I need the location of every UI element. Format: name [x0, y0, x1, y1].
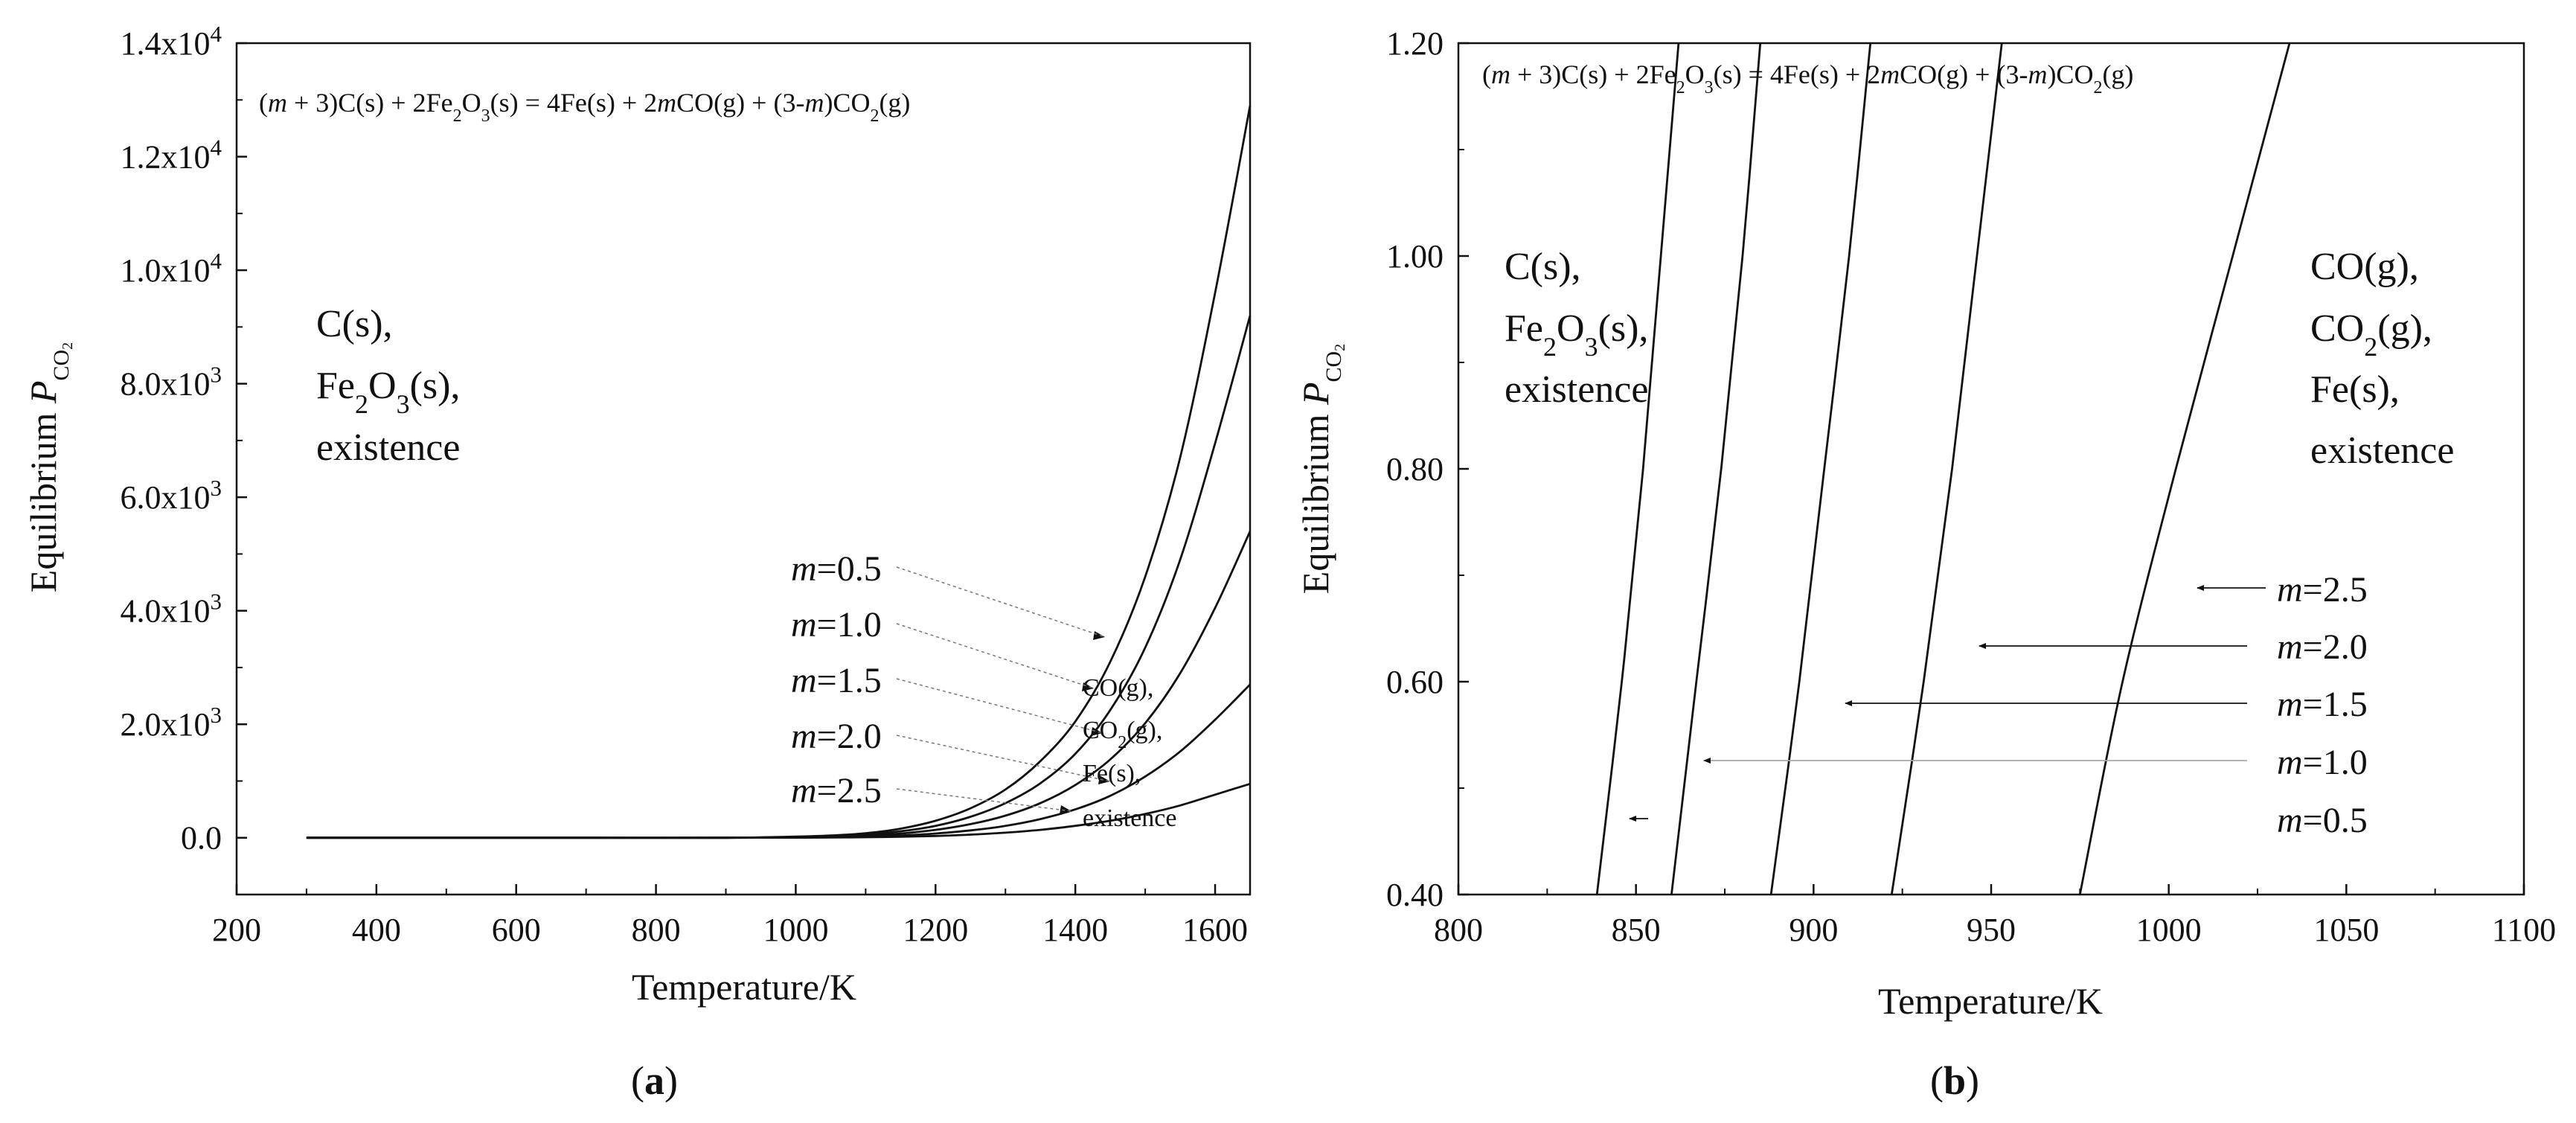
panel-b-y-label: Equilibrium PCO2: [1295, 344, 1348, 594]
panel-b-y-ticks: 0.40 0.60 0.80 1.00 1.20: [1386, 25, 1469, 913]
panel-a-y-tick-label: 0.0: [181, 820, 222, 857]
panel-b-x-label: Temperature/K: [1878, 980, 2103, 1022]
panel-b-caption: (b): [1930, 1058, 1979, 1103]
panel-a-x-tick-label: 800: [632, 912, 681, 948]
panel-b-x-tick-label: 800: [1434, 912, 1483, 948]
panel-a-y-tick-label: 2.0x103: [121, 702, 222, 743]
panel-b-curve-m-1-0: [1670, 42, 1762, 895]
panel-b-series-label: m=2.5: [2277, 570, 2368, 610]
panel-a-series-label: m=1.0: [791, 605, 882, 644]
panel-b-x-tick-label: 850: [1612, 912, 1661, 948]
panel-a-y-label: Equilibrium PCO2: [22, 342, 76, 592]
panel-b-y-tick-label: 1.20: [1386, 25, 1444, 62]
panel-b-region-right-3: Fe(s),: [2310, 368, 2400, 411]
panel-a-arrowhead: [1082, 682, 1094, 691]
panel-b-series-label: m=0.5: [2277, 801, 2368, 840]
panel-b-y-tick-label: 0.40: [1386, 877, 1444, 913]
panel-a-y-tick-label: 4.0x103: [121, 588, 222, 630]
panel-a-arrowhead: [1060, 805, 1071, 814]
panel-b-x-tick-label: 950: [1967, 912, 2016, 948]
panel-b-curve-m-1-5: [1769, 42, 1872, 895]
panel-b-leader-arrows: [1629, 585, 2266, 822]
panel-a-x-ticks: 200 400 600 800 1000 1200 1400 1600: [212, 884, 1248, 948]
panel-a-y-tick-label: 8.0x103: [121, 361, 222, 403]
panel-b-curves: [1595, 42, 2291, 895]
panel-b-series-labels: m=2.5 m=2.0 m=1.5 m=1.0 m=0.5: [2277, 570, 2368, 840]
panel-b-x-tick-label: 1000: [2136, 912, 2202, 948]
panel-a-x-tick-label: 600: [492, 912, 541, 948]
panel-a-equation: (m + 3)C(s) + 2Fe2O3(s) = 4Fe(s) + 2mCO(…: [259, 88, 910, 126]
panel-b-region-right-2: CO2(g),: [2310, 307, 2432, 362]
panel-a-curve-m-2-5: [306, 782, 1251, 839]
panel-a-series-label: m=0.5: [791, 549, 882, 589]
panel-b-x-tick-label: 1100: [2492, 912, 2556, 948]
panel-a-frame: [235, 42, 1252, 896]
panel-b-region-left-2: Fe2O3(s),: [1505, 307, 1648, 362]
panel-b-series-label: m=2.0: [2277, 627, 2368, 667]
panel-a-y-tick-label: 1.2x104: [121, 134, 222, 176]
panel-b-y-tick-label: 1.00: [1386, 238, 1444, 275]
panel-b-series-label: m=1.0: [2277, 743, 2368, 782]
panel-a-region-right-3: Fe(s),: [1083, 760, 1141, 787]
panel-a-series-labels: m=0.5 m=1.0 m=1.5 m=2.0 m=2.5: [791, 549, 882, 810]
panel-a-series-label: m=2.0: [791, 717, 882, 756]
panel-a-x-tick-label: 1400: [1042, 912, 1108, 948]
svg-text:Equilibrium PCO2: Equilibrium PCO2: [1295, 344, 1348, 594]
panel-a-caption: (a): [631, 1058, 678, 1103]
panel-a-x-tick-label: 1200: [903, 912, 968, 948]
panel-b-curve-m-2-5: [2078, 42, 2291, 895]
panel-b-x-tick-label: 1050: [2313, 912, 2379, 948]
panel-b-y-tick-label: 0.80: [1386, 451, 1444, 487]
panel-a: 200 400 600 800 1000 1200 1400 1600 0.0 2.0x103 4…: [22, 21, 1252, 1103]
svg-text:Equilibrium PCO2: Equilibrium PCO2: [22, 342, 76, 592]
panel-a-series-label: m=1.5: [791, 661, 882, 700]
panel-a-region-left-1: C(s),: [316, 303, 393, 345]
panel-b-region-right-1: CO(g),: [2310, 246, 2419, 288]
panel-b-curve-m-2-0: [1890, 42, 2003, 895]
panel-a-region-right-2: CO2(g),: [1083, 717, 1162, 752]
panel-a-x-label: Temperature/K: [632, 966, 856, 1008]
panel-b-equation: (m + 3)C(s) + 2Fe2O3(s) = 4Fe(s) + 2mCO(…: [1482, 60, 2133, 97]
panel-a-y-tick-label: 6.0x103: [121, 475, 222, 516]
panel-a-y-tick-label: 1.0x104: [121, 248, 222, 289]
panel-a-curves: [306, 105, 1252, 839]
panel-a-y-tick-label: 1.4x104: [121, 21, 222, 63]
panel-a-arrowhead: [1093, 631, 1105, 640]
panel-b: 800 850 900 950 1000 1050 1100 0.40 0.60 0.80 1.0…: [1295, 25, 2556, 1103]
panel-a-region-left-2: Fe2O3(s),: [316, 365, 460, 419]
panel-a-series-label: m=2.5: [791, 771, 882, 810]
panel-a-x-tick-label: 200: [212, 912, 261, 948]
panel-a-arrowhead: [1098, 775, 1110, 784]
panel-a-leader-lines: [896, 566, 1111, 812]
panel-b-x-ticks: 800 850 900 950 1000 1050 1100: [1434, 884, 2556, 948]
panel-b-y-tick-label: 0.60: [1386, 664, 1444, 700]
panel-a-arrowhead: [1091, 727, 1103, 736]
panel-a-y-ticks: 0.0 2.0x103 4.0x103 6.0x103 8.0x103 1.0x104 1.…: [121, 21, 247, 857]
panel-a-x-tick-label: 1600: [1182, 912, 1248, 948]
panel-a-x-tick-label: 400: [352, 912, 401, 948]
panel-a-x-tick-label: 1000: [763, 912, 828, 948]
panel-b-x-tick-label: 900: [1789, 912, 1838, 948]
panel-a-region-right-4: existence: [1083, 804, 1177, 832]
panel-a-region-right-1: CO(g),: [1083, 674, 1153, 702]
panel-b-region-right-4: existence: [2310, 429, 2454, 472]
panel-b-region-left-3: existence: [1505, 368, 1648, 411]
panel-b-curve-m-0-5: [1595, 42, 1680, 895]
panel-b-series-label: m=1.5: [2277, 685, 2368, 724]
panel-b-region-left-1: C(s),: [1505, 246, 1581, 288]
panel-a-region-left-3: existence: [316, 426, 460, 469]
